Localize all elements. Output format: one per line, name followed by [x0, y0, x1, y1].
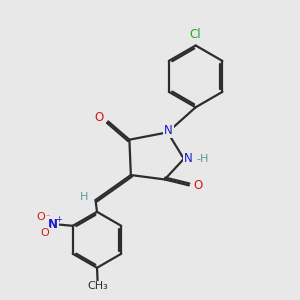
Text: O: O: [36, 212, 45, 222]
Text: O: O: [95, 110, 104, 124]
Text: CH₃: CH₃: [87, 281, 108, 291]
Text: -H: -H: [196, 154, 208, 164]
Text: N: N: [164, 124, 172, 137]
Text: O: O: [193, 179, 202, 192]
Text: Cl: Cl: [190, 28, 202, 41]
Text: N: N: [184, 152, 193, 165]
Text: +: +: [55, 214, 62, 224]
Text: H: H: [80, 191, 88, 202]
Text: ⁻: ⁻: [46, 212, 50, 221]
Text: N: N: [48, 218, 58, 231]
Text: O: O: [40, 228, 49, 238]
